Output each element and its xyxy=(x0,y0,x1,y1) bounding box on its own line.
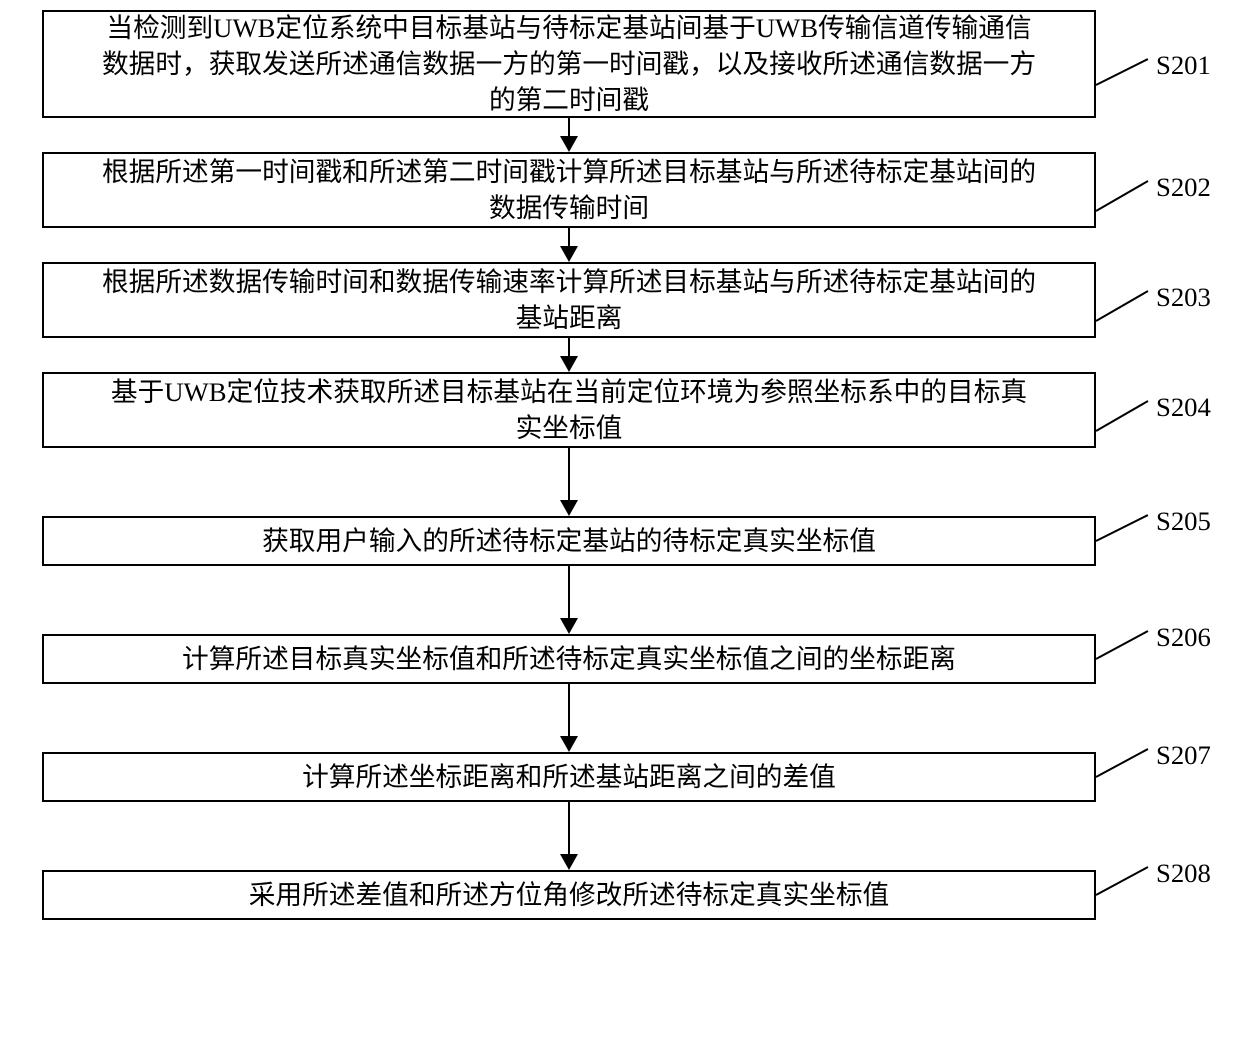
leader-line xyxy=(1096,630,1149,660)
arrow-head-icon xyxy=(560,736,578,752)
leader-line xyxy=(1096,58,1149,86)
step-text: 当检测到UWB定位系统中目标基站与待标定基站间基于UWB传输信道传输通信 数据时… xyxy=(102,10,1036,118)
step-box-S204: 基于UWB定位技术获取所述目标基站在当前定位环境为参照坐标系中的目标真 实坐标值 xyxy=(42,372,1096,448)
step-label-S208: S208 xyxy=(1156,858,1211,889)
step-label-S202: S202 xyxy=(1156,172,1211,203)
step-box-S206: 计算所述目标真实坐标值和所述待标定真实坐标值之间的坐标距离 xyxy=(42,634,1096,684)
step-box-S207: 计算所述坐标距离和所述基站距离之间的差值 xyxy=(42,752,1096,802)
step-box-S201: 当检测到UWB定位系统中目标基站与待标定基站间基于UWB传输信道传输通信 数据时… xyxy=(42,10,1096,118)
arrow-head-icon xyxy=(560,618,578,634)
step-text: 基于UWB定位技术获取所述目标基站在当前定位环境为参照坐标系中的目标真 实坐标值 xyxy=(111,374,1027,446)
step-label-S207: S207 xyxy=(1156,740,1211,771)
flowchart-canvas: 当检测到UWB定位系统中目标基站与待标定基站间基于UWB传输信道传输通信 数据时… xyxy=(0,0,1240,1064)
step-box-S203: 根据所述数据传输时间和数据传输速率计算所述目标基站与所述待标定基站间的 基站距离 xyxy=(42,262,1096,338)
step-label-S203: S203 xyxy=(1156,282,1211,313)
leader-line xyxy=(1096,866,1149,896)
leader-line xyxy=(1096,290,1149,322)
leader-line xyxy=(1096,514,1149,542)
leader-line xyxy=(1096,180,1149,212)
arrow-shaft xyxy=(568,448,570,502)
step-box-S205: 获取用户输入的所述待标定基站的待标定真实坐标值 xyxy=(42,516,1096,566)
arrow-shaft xyxy=(568,684,570,738)
arrow-head-icon xyxy=(560,356,578,372)
arrow-shaft xyxy=(568,338,570,358)
step-text: 根据所述数据传输时间和数据传输速率计算所述目标基站与所述待标定基站间的 基站距离 xyxy=(102,264,1036,336)
step-label-S204: S204 xyxy=(1156,392,1211,423)
step-box-S208: 采用所述差值和所述方位角修改所述待标定真实坐标值 xyxy=(42,870,1096,920)
leader-line xyxy=(1096,400,1149,432)
arrow-head-icon xyxy=(560,246,578,262)
arrow-head-icon xyxy=(560,500,578,516)
arrow-head-icon xyxy=(560,854,578,870)
step-text: 计算所述目标真实坐标值和所述待标定真实坐标值之间的坐标距离 xyxy=(182,641,956,677)
arrow-shaft xyxy=(568,118,570,138)
arrow-shaft xyxy=(568,802,570,856)
step-text: 计算所述坐标距离和所述基站距离之间的差值 xyxy=(302,759,836,795)
step-text: 获取用户输入的所述待标定基站的待标定真实坐标值 xyxy=(262,523,876,559)
leader-line xyxy=(1096,748,1149,778)
arrow-head-icon xyxy=(560,136,578,152)
step-text: 采用所述差值和所述方位角修改所述待标定真实坐标值 xyxy=(249,877,890,913)
step-box-S202: 根据所述第一时间戳和所述第二时间戳计算所述目标基站与所述待标定基站间的 数据传输… xyxy=(42,152,1096,228)
step-label-S206: S206 xyxy=(1156,622,1211,653)
step-label-S201: S201 xyxy=(1156,50,1211,81)
arrow-shaft xyxy=(568,566,570,620)
step-text: 根据所述第一时间戳和所述第二时间戳计算所述目标基站与所述待标定基站间的 数据传输… xyxy=(102,154,1036,226)
arrow-shaft xyxy=(568,228,570,248)
step-label-S205: S205 xyxy=(1156,506,1211,537)
